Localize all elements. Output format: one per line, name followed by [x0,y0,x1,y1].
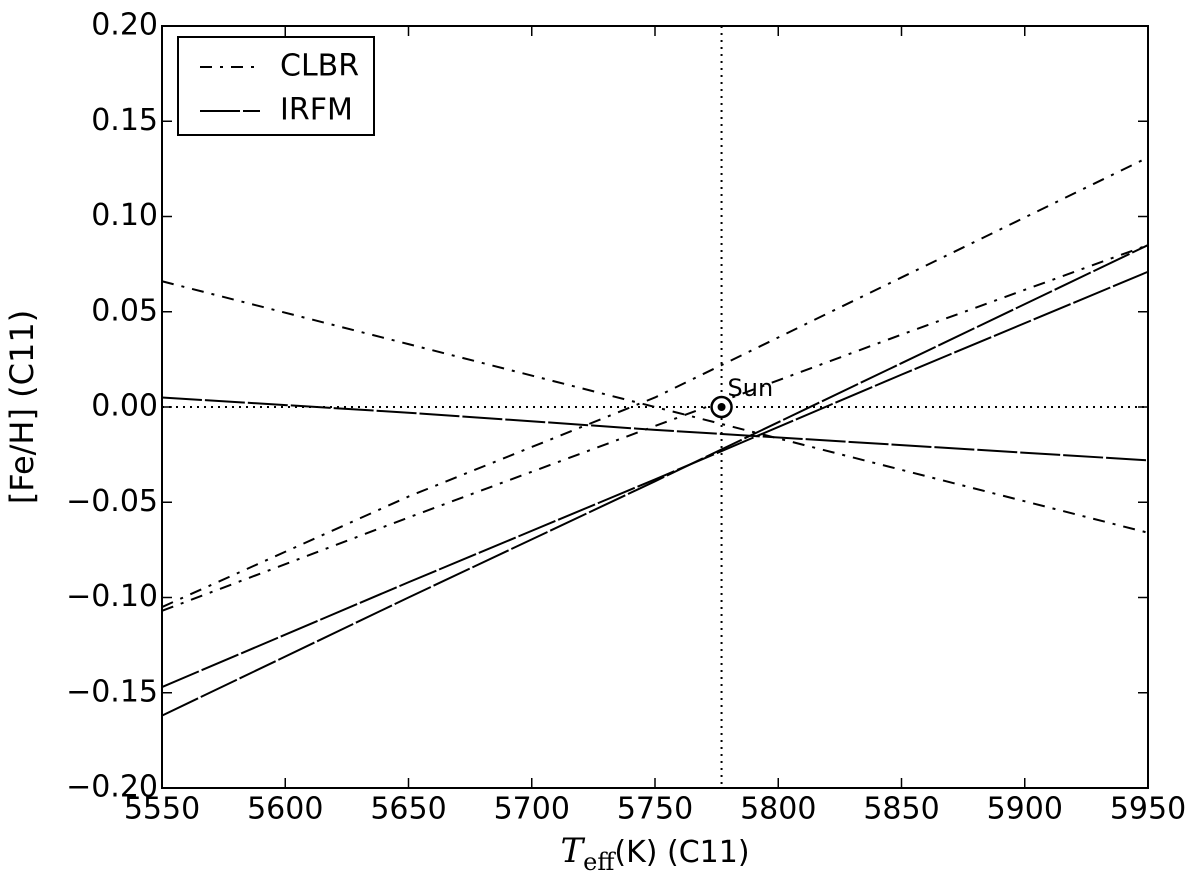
x-tick-label: 5650 [370,792,446,827]
x-tick-label: 5700 [494,792,570,827]
x-label-symbol: T [560,831,585,871]
x-tick-label: 5750 [617,792,693,827]
sun-label: Sun [728,374,774,402]
series-line [161,280,1149,534]
x-tick-label: 5550 [124,792,200,827]
y-tick-label: 0.10 [91,198,158,233]
legend-box [177,36,375,136]
x-label-subscript: eff [583,848,616,876]
x-tick-label: 5850 [863,792,939,827]
y-tick-label: 0.15 [91,103,158,138]
y-tick-label: −0.10 [66,579,158,614]
x-axis-label: Teff(K) (C11) [560,831,749,876]
x-tick-label: 5600 [247,792,323,827]
x-tick-label: 5800 [740,792,816,827]
legend-label: CLBR [280,49,359,84]
series-line [161,396,1149,462]
series-line [161,156,1149,608]
sun-dot [717,403,726,411]
y-tick-label: 0.00 [91,389,158,424]
y-tick-label: −0.05 [66,484,158,519]
legend-label: IRFM [280,93,353,128]
y-axis-label: [Fe/H] (C11) [3,310,41,504]
series-line [161,270,1149,688]
x-label-text: (K) (C11) [614,835,749,870]
series-line [161,244,1149,717]
y-tick-label: −0.15 [66,674,158,709]
series-line [161,244,1149,612]
y-tick-label: −0.20 [66,770,158,805]
x-tick-label: 5950 [1110,792,1186,827]
y-tick-label: 0.20 [91,8,158,43]
x-tick-label: 5900 [987,792,1063,827]
y-tick-label: 0.05 [91,293,158,328]
